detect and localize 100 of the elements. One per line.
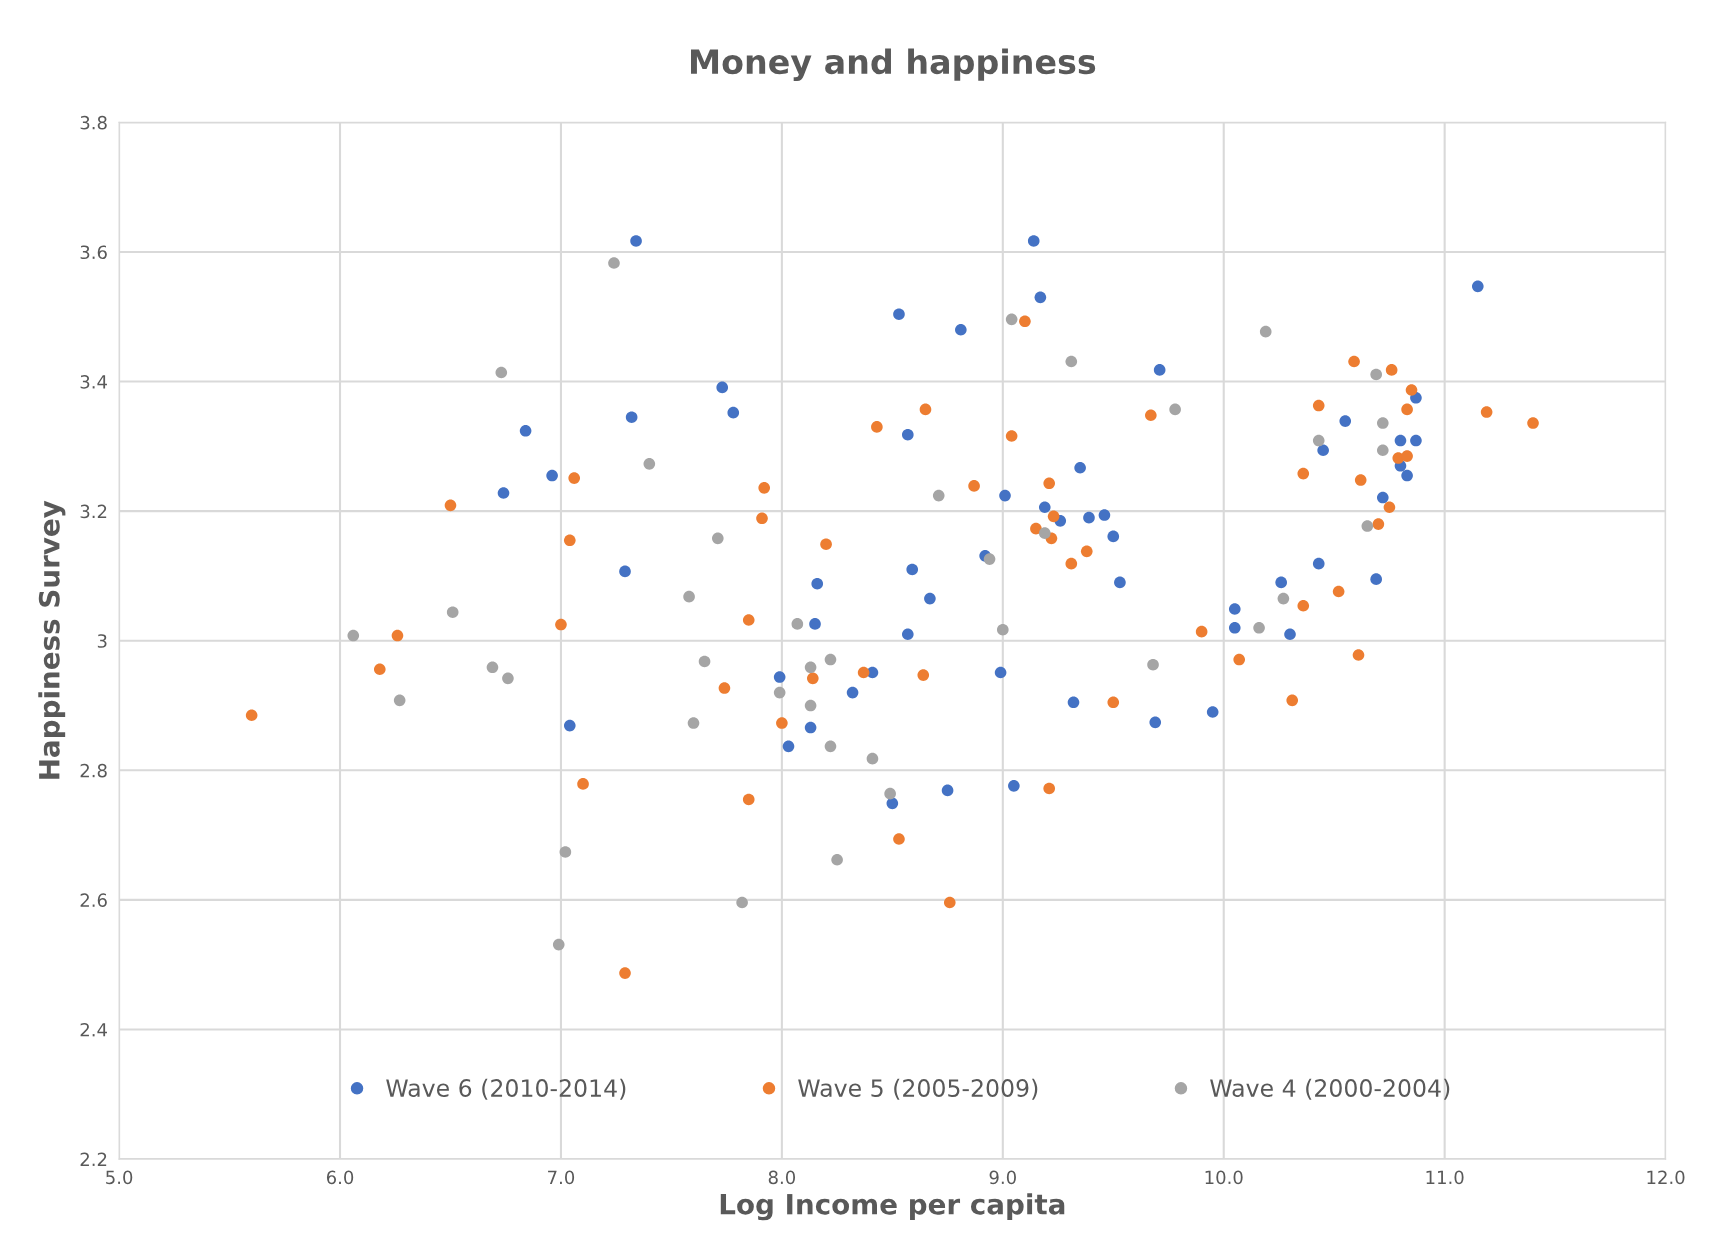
point (559, 846, 572, 858)
point (1027, 235, 1040, 247)
point (1312, 557, 1325, 570)
point (804, 699, 817, 712)
point (824, 653, 837, 666)
point (1286, 694, 1299, 707)
point (1153, 364, 1166, 376)
point (1284, 628, 1296, 641)
point (831, 853, 843, 866)
x-tick-label: 11.0 (1426, 1170, 1464, 1185)
point (1480, 406, 1493, 418)
point (804, 661, 817, 674)
y-axis-title: Happiness Survey (38, 500, 66, 779)
point (943, 896, 956, 909)
point (811, 577, 824, 590)
y-tick-label: 2.6 (80, 893, 107, 908)
point (1370, 573, 1382, 585)
point (1312, 434, 1325, 447)
point (902, 428, 914, 441)
point (1074, 461, 1086, 474)
point (968, 480, 980, 492)
point (736, 896, 748, 909)
point (563, 719, 576, 732)
point (1145, 409, 1157, 422)
point (1354, 474, 1367, 486)
y-tick-label: 2.8 (80, 763, 107, 778)
point (804, 721, 817, 734)
legend-label: Wave 4 (2000-2004) (1210, 1078, 1450, 1100)
point (1277, 592, 1290, 605)
point (577, 778, 589, 790)
point (1376, 491, 1389, 504)
point (1317, 444, 1329, 457)
point (625, 411, 638, 424)
point (1352, 649, 1365, 661)
point (1405, 384, 1418, 396)
point (1067, 696, 1080, 709)
y-tick-label: 2.2 (80, 1152, 107, 1166)
point (1385, 364, 1398, 376)
legend-label: Wave 6 (2010-2014) (386, 1078, 626, 1100)
point (1339, 415, 1352, 427)
point (391, 629, 404, 642)
x-tick-label: 7.0 (548, 1170, 575, 1185)
point (994, 666, 1007, 679)
point (1019, 315, 1031, 328)
y-tick-label: 3.6 (80, 245, 107, 260)
point (546, 469, 558, 482)
point (782, 740, 795, 753)
point (446, 606, 459, 619)
point (1332, 585, 1345, 598)
point (1098, 509, 1111, 521)
point (1297, 599, 1310, 612)
x-tick-label: 6.0 (326, 1170, 354, 1185)
point (444, 499, 457, 512)
point (1410, 434, 1422, 447)
point (997, 623, 1009, 636)
point (1114, 576, 1126, 589)
point (906, 563, 919, 576)
point (824, 740, 837, 753)
point (893, 308, 905, 320)
y-tick-label: 2.4 (80, 1022, 107, 1037)
point (791, 618, 804, 630)
point (941, 784, 954, 797)
point (1149, 716, 1162, 729)
point (983, 553, 996, 565)
point (245, 709, 258, 722)
point (1107, 530, 1120, 543)
point (712, 532, 724, 545)
point (687, 717, 700, 729)
point (347, 629, 360, 642)
point (1401, 403, 1413, 416)
point (643, 458, 656, 470)
y-tick-label: 3.8 (80, 115, 107, 130)
point (1043, 782, 1056, 795)
point (758, 482, 771, 494)
point (1233, 653, 1246, 666)
point (742, 614, 755, 626)
x-tick-label: 12.0 (1647, 1170, 1685, 1185)
point (756, 512, 768, 525)
point (1259, 325, 1272, 338)
point (718, 682, 731, 694)
point (773, 686, 786, 699)
point (1394, 434, 1407, 447)
point (563, 534, 576, 547)
point (1228, 621, 1241, 634)
legend-label: Wave 5 (2005-2009) (798, 1078, 1038, 1100)
point (552, 938, 565, 951)
point (683, 590, 695, 603)
point (807, 672, 819, 685)
point (917, 669, 930, 681)
point (608, 257, 620, 269)
point (924, 592, 936, 605)
point (1472, 280, 1484, 293)
point (866, 752, 879, 765)
point (1401, 450, 1413, 462)
x-tick-label: 5.0 (106, 1170, 133, 1185)
point (1401, 469, 1413, 482)
point (893, 833, 905, 845)
point (716, 381, 729, 394)
point (727, 406, 740, 419)
point (1376, 444, 1389, 457)
